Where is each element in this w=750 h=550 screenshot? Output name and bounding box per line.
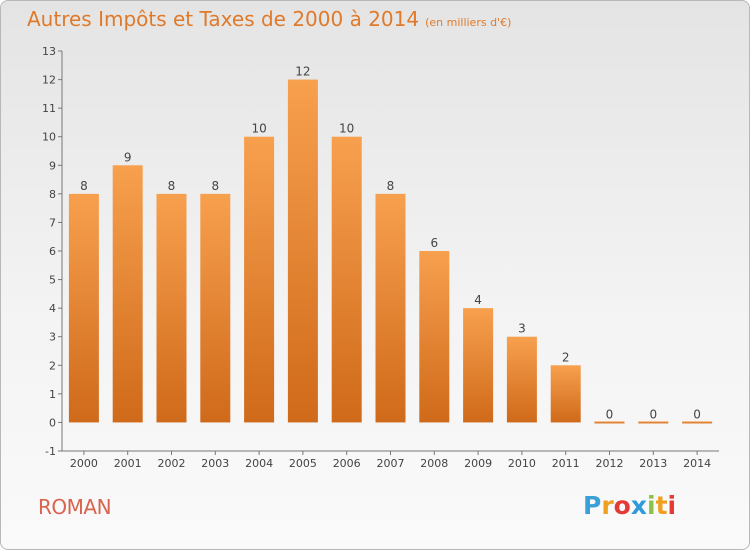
data-label-2010: 3 <box>518 322 526 336</box>
bar-2000 <box>68 193 99 423</box>
bar-2002 <box>156 193 187 423</box>
bar-2009 <box>463 308 494 423</box>
y-tick-label: 6 <box>49 245 56 258</box>
chart-unit: (en milliers d'€) <box>425 16 512 29</box>
data-label-2006: 10 <box>339 122 354 136</box>
commune-name: ROMAN <box>38 495 112 519</box>
bar-2008 <box>419 251 450 423</box>
x-tick-label-2003: 2003 <box>201 457 229 470</box>
logo-letter: x <box>630 491 647 520</box>
bar-2014 <box>682 421 713 424</box>
x-tick-label-2010: 2010 <box>508 457 536 470</box>
data-label-2012: 0 <box>606 407 614 421</box>
x-tick-label-2004: 2004 <box>245 457 273 470</box>
x-tick-label-2012: 2012 <box>596 457 624 470</box>
bar-2007 <box>375 193 406 423</box>
chart-title-text: Autres Impôts et Taxes de 2000 à 2014 <box>27 7 420 31</box>
x-tick-label-2009: 2009 <box>464 457 492 470</box>
bar-2010 <box>506 336 537 423</box>
data-label-2014: 0 <box>693 407 701 421</box>
x-tick-label-2001: 2001 <box>114 457 142 470</box>
x-tick-label-2008: 2008 <box>420 457 448 470</box>
data-label-2011: 2 <box>562 350 570 364</box>
data-label-2007: 8 <box>387 179 395 193</box>
data-label-2004: 10 <box>251 122 266 136</box>
x-tick-label-2005: 2005 <box>289 457 317 470</box>
y-tick-label: 4 <box>49 302 56 315</box>
x-tick-label-2002: 2002 <box>158 457 186 470</box>
proxiti-logo[interactable]: Proxiti <box>583 491 676 520</box>
y-tick-label: 12 <box>42 74 56 87</box>
x-tick-label-2006: 2006 <box>333 457 361 470</box>
chart-title: Autres Impôts et Taxes de 2000 à 2014 (en… <box>27 7 511 31</box>
x-tick-label-2007: 2007 <box>377 457 405 470</box>
data-label-2001: 9 <box>124 150 132 164</box>
y-tick-label: 10 <box>42 131 56 144</box>
data-label-2002: 8 <box>168 179 176 193</box>
data-label-2013: 0 <box>649 407 657 421</box>
y-tick-label: -1 <box>45 445 56 458</box>
data-label-2003: 8 <box>211 179 219 193</box>
y-tick-label: 0 <box>49 416 56 429</box>
data-label-2005: 12 <box>295 65 310 79</box>
logo-letter: t <box>655 491 668 520</box>
y-tick-label: 7 <box>49 216 56 229</box>
x-tick-label-2000: 2000 <box>70 457 98 470</box>
bar-2004 <box>244 136 275 423</box>
x-tick-label-2013: 2013 <box>639 457 667 470</box>
logo-letter: o <box>613 491 631 520</box>
data-label-2000: 8 <box>80 179 88 193</box>
y-tick-label: 9 <box>49 159 56 172</box>
logo-letter: r <box>601 491 614 520</box>
bar-2001 <box>112 165 143 423</box>
y-tick-label: 13 <box>42 45 56 58</box>
x-tick-label-2011: 2011 <box>552 457 580 470</box>
y-tick-label: 5 <box>49 274 56 287</box>
bar-2006 <box>331 136 362 423</box>
y-tick-label: 11 <box>42 102 56 115</box>
data-label-2008: 6 <box>430 236 438 250</box>
logo-letter: i <box>667 491 677 520</box>
y-tick-label: 8 <box>49 188 56 201</box>
y-tick-label: 2 <box>49 359 56 372</box>
logo-letter: P <box>583 491 602 520</box>
bar-2003 <box>200 193 231 423</box>
bar-2011 <box>550 365 581 423</box>
bar-2012 <box>594 421 625 424</box>
y-tick-label: 1 <box>49 388 56 401</box>
x-tick-label-2014: 2014 <box>683 457 711 470</box>
bar-2013 <box>638 421 669 424</box>
logo-letter: i <box>647 491 656 520</box>
data-label-2009: 4 <box>474 293 482 307</box>
bar-2005 <box>287 79 318 423</box>
y-tick-label: 3 <box>49 331 56 344</box>
